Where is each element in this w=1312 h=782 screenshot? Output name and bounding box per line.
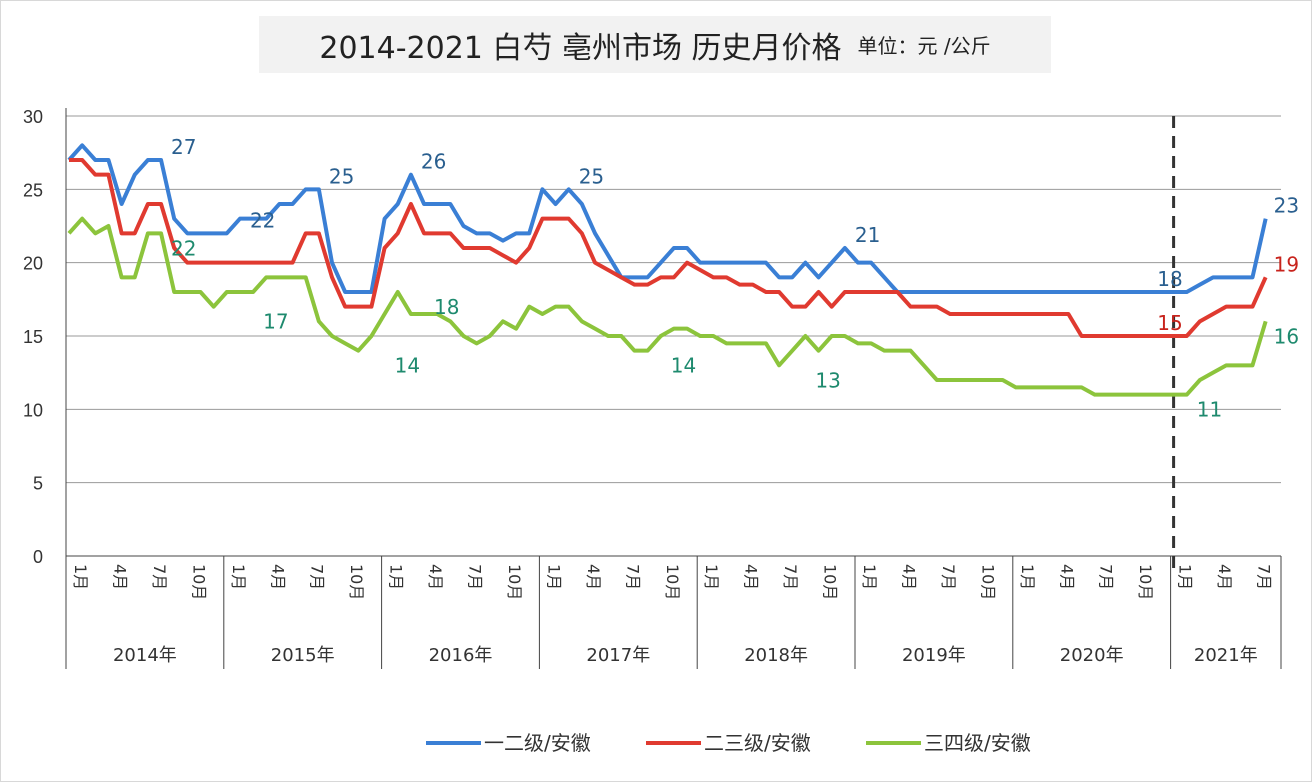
- month-tick-label: 1月: [860, 564, 879, 590]
- month-tick-label: 7月: [1097, 564, 1116, 590]
- y-tick-label: 30: [23, 107, 43, 127]
- month-tick-label: 4月: [899, 564, 918, 590]
- legend-label: 二三级/安徽: [704, 731, 811, 755]
- data-label: 15: [1157, 311, 1182, 335]
- month-tick-label: 10月: [663, 564, 682, 600]
- y-tick-label: 5: [33, 474, 43, 494]
- year-label: 2021年: [1194, 645, 1258, 666]
- chart-title: 2014-2021 白芍 亳州市场 历史月价格: [319, 30, 842, 66]
- data-label: 13: [815, 368, 840, 392]
- year-label: 2016年: [429, 645, 493, 666]
- data-label: 18: [1157, 267, 1182, 291]
- data-label: 11: [1197, 398, 1222, 422]
- month-tick-label: 10月: [821, 564, 840, 600]
- month-tick-label: 10月: [505, 564, 524, 600]
- month-tick-label: 7月: [1255, 564, 1274, 590]
- month-tick-label: 4月: [742, 564, 761, 590]
- data-label: 14: [395, 354, 420, 378]
- month-tick-label: 4月: [1215, 564, 1234, 590]
- month-tick-label: 1月: [1176, 564, 1195, 590]
- year-label: 2018年: [744, 645, 808, 666]
- data-label: 26: [421, 150, 446, 174]
- month-tick-label: 1月: [1018, 564, 1037, 590]
- series-line-2: [67, 216, 1268, 397]
- chart-unit: 单位：元 /公斤: [857, 34, 991, 58]
- year-label: 2020年: [1060, 645, 1124, 666]
- month-tick-label: 10月: [189, 564, 208, 600]
- data-label: 18: [434, 295, 459, 319]
- month-tick-label: 7月: [781, 564, 800, 590]
- data-label: 27: [171, 135, 196, 159]
- month-tick-label: 7月: [466, 564, 485, 590]
- year-label: 2019年: [902, 645, 966, 666]
- month-tick-label: 10月: [1136, 564, 1155, 600]
- month-tick-label: 1月: [702, 564, 721, 590]
- y-tick-label: 15: [23, 327, 43, 347]
- y-tick-label: 20: [23, 254, 43, 274]
- month-tick-label: 4月: [1057, 564, 1076, 590]
- chart-title-box: 2014-2021 白芍 亳州市场 历史月价格 单位：元 /公斤: [259, 16, 1051, 73]
- year-label: 2014年: [113, 645, 177, 666]
- data-label: 22: [171, 236, 196, 260]
- series-line-0: [67, 143, 1268, 294]
- data-label: 16: [1274, 324, 1299, 348]
- month-tick-label: 4月: [426, 564, 445, 590]
- data-label: 23: [1274, 194, 1299, 218]
- legend-label: 一二级/安徽: [484, 731, 591, 755]
- month-tick-label: 1月: [71, 564, 90, 590]
- month-tick-label: 4月: [584, 564, 603, 590]
- year-label: 2015年: [271, 645, 335, 666]
- data-label: 21: [855, 223, 880, 247]
- legend-label: 三四级/安徽: [924, 731, 1031, 755]
- y-tick-label: 25: [23, 180, 43, 200]
- month-tick-label: 1月: [229, 564, 248, 590]
- month-tick-label: 1月: [387, 564, 406, 590]
- month-tick-label: 10月: [978, 564, 997, 600]
- data-label: 25: [579, 164, 604, 188]
- data-label: 14: [671, 354, 696, 378]
- year-label: 2017年: [586, 645, 650, 666]
- y-tick-label: 0: [33, 547, 43, 567]
- month-tick-label: 7月: [150, 564, 169, 590]
- month-tick-label: 4月: [110, 564, 129, 590]
- series-line-1: [69, 158, 1268, 338]
- data-label: 19: [1274, 252, 1299, 276]
- data-label: 22: [250, 208, 275, 232]
- month-tick-label: 4月: [268, 564, 287, 590]
- month-tick-label: 10月: [347, 564, 366, 600]
- data-label: 17: [263, 310, 288, 334]
- y-tick-label: 10: [23, 400, 43, 420]
- month-tick-label: 7月: [623, 564, 642, 590]
- month-tick-label: 7月: [939, 564, 958, 590]
- month-tick-label: 1月: [544, 564, 563, 590]
- data-label: 25: [329, 164, 354, 188]
- month-tick-label: 7月: [308, 564, 327, 590]
